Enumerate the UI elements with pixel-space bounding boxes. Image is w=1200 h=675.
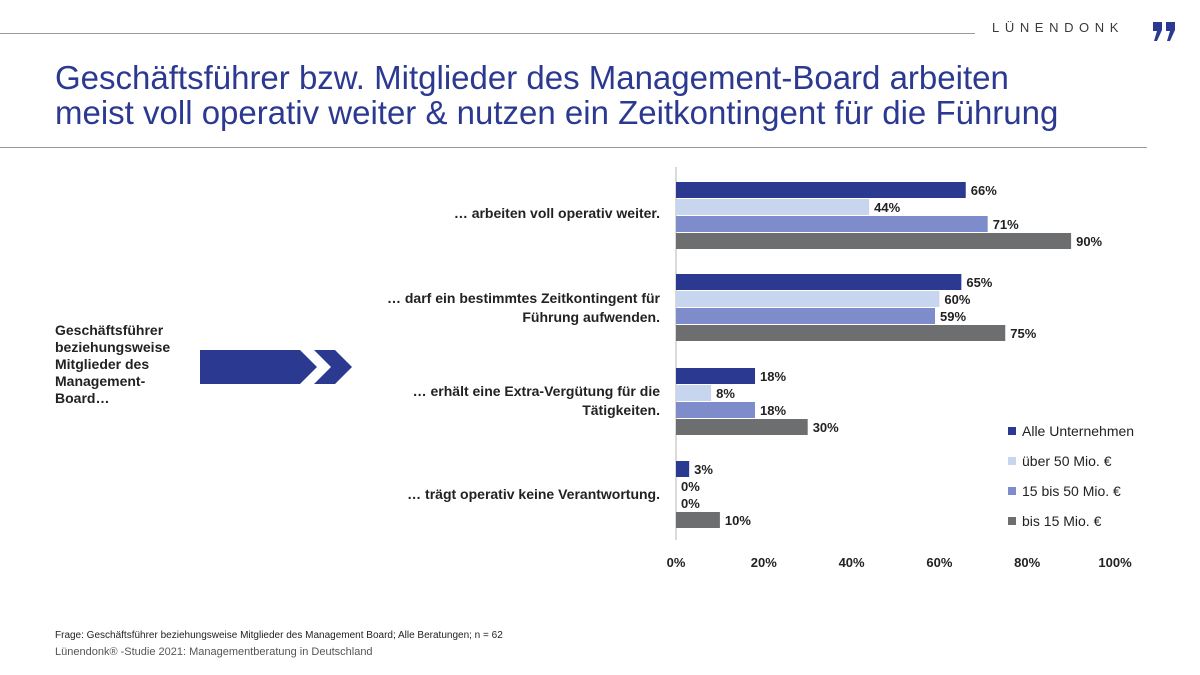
legend-label: Alle Unternehmen bbox=[1022, 422, 1135, 439]
bar bbox=[676, 182, 966, 198]
data-label: 30% bbox=[813, 420, 839, 435]
brand-quote-icon bbox=[1153, 22, 1175, 41]
x-tick-label: 100% bbox=[1098, 555, 1132, 570]
data-label: 71% bbox=[993, 217, 1019, 232]
data-label: 59% bbox=[940, 309, 966, 324]
category-label: … erhält eine Extra-Vergütung für die Tä… bbox=[412, 383, 660, 418]
bar bbox=[676, 274, 962, 290]
bar bbox=[676, 199, 870, 215]
data-label: 8% bbox=[716, 386, 735, 401]
bar bbox=[676, 291, 940, 307]
data-label: 3% bbox=[694, 462, 713, 477]
data-label: 65% bbox=[966, 275, 992, 290]
data-label: 10% bbox=[725, 513, 751, 528]
data-label: 18% bbox=[760, 403, 786, 418]
x-tick-label: 60% bbox=[926, 555, 952, 570]
source-note: Lünendonk® -Studie 2021: Managementberat… bbox=[55, 646, 373, 658]
legend-swatch bbox=[1008, 426, 1016, 435]
data-label: 18% bbox=[760, 369, 786, 384]
bar bbox=[676, 385, 712, 401]
brand-name: LÜNENDONK bbox=[992, 20, 1125, 35]
chart-legend: Alle Unternehmen über 50 Mio. € 15 bis 50 … bbox=[1008, 423, 1134, 543]
data-label: 66% bbox=[971, 183, 997, 198]
category-label: … darf ein bestimmtes Zeitkontingent für… bbox=[386, 290, 660, 325]
legend-item: 15 bis 50 Mio. € bbox=[1008, 482, 1134, 499]
data-label: 75% bbox=[1010, 326, 1036, 341]
x-tick-label: 80% bbox=[1014, 555, 1040, 570]
x-tick-label: 0% bbox=[667, 555, 686, 570]
legend-swatch bbox=[1008, 456, 1016, 465]
data-label: 90% bbox=[1076, 234, 1102, 249]
bar bbox=[676, 325, 1006, 341]
bar bbox=[676, 512, 720, 528]
page-title: Geschäftsführer bzw. Mitglieder des Mana… bbox=[55, 60, 1155, 130]
page-title-line-1: Geschäftsführer bzw. Mitglieder des Mana… bbox=[55, 59, 1009, 96]
data-label: 0% bbox=[681, 496, 700, 511]
x-tick-label: 40% bbox=[839, 555, 865, 570]
bar bbox=[676, 402, 756, 418]
title-rule bbox=[0, 147, 1147, 148]
data-label: 0% bbox=[681, 479, 700, 494]
header-rule bbox=[0, 33, 975, 34]
bar bbox=[676, 308, 936, 324]
footnote: Frage: Geschäftsführer beziehungsweise M… bbox=[55, 630, 503, 641]
legend-item: über 50 Mio. € bbox=[1008, 452, 1134, 469]
data-label: 44% bbox=[874, 200, 900, 215]
legend-swatch bbox=[1008, 486, 1016, 495]
bar bbox=[676, 216, 988, 232]
legend-label: bis 15 Mio. € bbox=[1022, 512, 1102, 529]
data-label: 60% bbox=[944, 292, 970, 307]
lead-text: Geschäftsführer beziehungsweise Mitglied… bbox=[55, 322, 171, 406]
legend-item: bis 15 Mio. € bbox=[1008, 512, 1134, 529]
x-tick-label: 20% bbox=[751, 555, 777, 570]
category-label: … trägt operativ keine Verantwortung. bbox=[407, 486, 660, 502]
double-arrow-icon bbox=[200, 350, 352, 384]
category-label: … arbeiten voll operativ weiter. bbox=[453, 205, 660, 221]
legend-label: 15 bis 50 Mio. € bbox=[1022, 482, 1121, 499]
legend-swatch bbox=[1008, 516, 1016, 525]
bar bbox=[676, 368, 756, 384]
legend-label: über 50 Mio. € bbox=[1022, 452, 1112, 469]
bar bbox=[676, 461, 690, 477]
bar bbox=[676, 233, 1072, 249]
bar bbox=[676, 419, 808, 435]
page-title-line-2: meist voll operativ weiter & nutzen ein … bbox=[55, 94, 1059, 131]
legend-item: Alle Unternehmen bbox=[1008, 422, 1135, 439]
